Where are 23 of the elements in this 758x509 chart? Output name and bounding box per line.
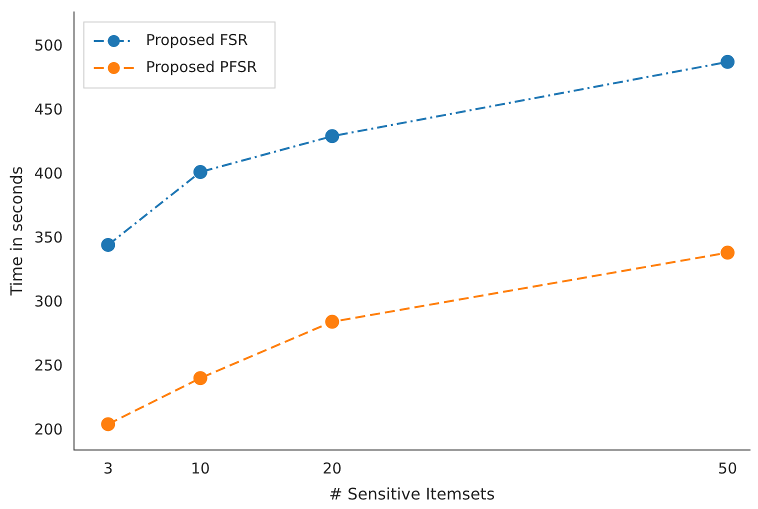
point: [720, 246, 735, 260]
y-tick-label: 500: [34, 36, 63, 54]
point: [193, 371, 208, 386]
legend-label: Proposed PFSR: [146, 58, 258, 76]
point: [101, 417, 116, 432]
point: [101, 238, 116, 252]
point: [325, 314, 340, 329]
y-tick-label: 400: [34, 164, 63, 182]
y-tick-label: 300: [34, 292, 63, 310]
y-axis-title: Time in seconds: [6, 166, 26, 297]
y-tick-label: 350: [34, 228, 63, 246]
y-tick-label: 200: [34, 420, 63, 438]
legend-label: Proposed FSR: [146, 30, 248, 49]
x-tick-label: 20: [322, 460, 342, 478]
x-tick-label: 50: [718, 460, 738, 478]
x-tick-label: 10: [190, 460, 210, 478]
y-tick-label: 250: [34, 356, 63, 374]
y-tick-label: 450: [34, 100, 63, 118]
point: [325, 129, 340, 144]
point: [720, 54, 735, 69]
point: [193, 165, 208, 180]
x-tick-label: 3: [103, 460, 113, 478]
x-axis-title: # Sensitive Itemsets: [329, 484, 495, 504]
